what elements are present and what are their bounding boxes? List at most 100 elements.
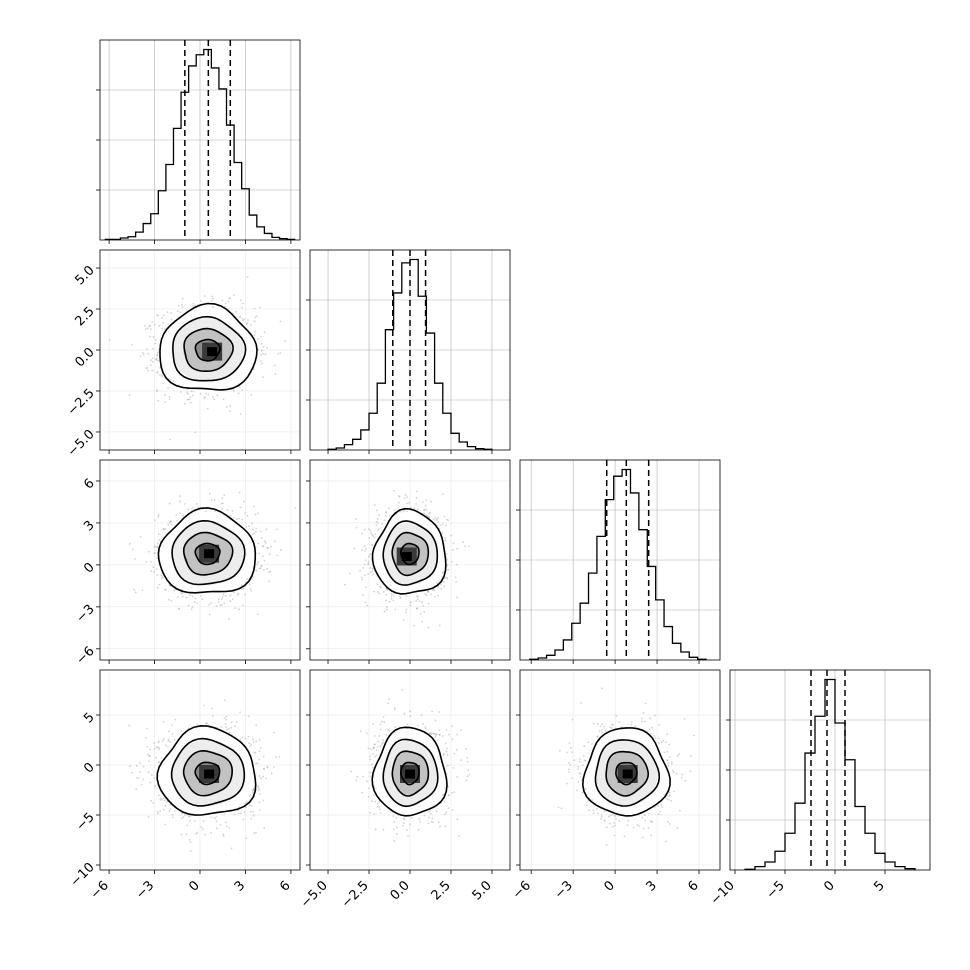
- sample-point: [265, 528, 268, 531]
- sample-point: [244, 512, 247, 514]
- sample-point: [435, 810, 438, 813]
- sample-point: [201, 828, 204, 831]
- sample-point: [657, 813, 660, 816]
- sample-point: [361, 532, 364, 535]
- sample-point: [145, 348, 148, 351]
- sample-point: [241, 317, 243, 320]
- y-tick-label: 0: [81, 760, 97, 776]
- sample-point: [175, 585, 178, 588]
- density-panel-0-1: −5.0 −2.5 0.0 2.5 5.0: [65, 249, 301, 460]
- sample-point: [226, 509, 229, 511]
- sample-point: [423, 512, 426, 515]
- sample-point: [610, 814, 612, 816]
- sample-point: [468, 545, 470, 548]
- sample-point: [184, 503, 186, 505]
- sample-point: [249, 587, 252, 590]
- sample-point: [168, 584, 171, 586]
- sample-point: [577, 781, 580, 783]
- sample-point: [258, 567, 261, 570]
- sample-point: [246, 578, 249, 581]
- sample-point: [257, 613, 259, 616]
- sample-point: [438, 733, 441, 736]
- sample-point: [604, 729, 607, 732]
- y-tick-label: 5: [81, 710, 97, 726]
- sample-point: [160, 577, 163, 579]
- sample-point: [376, 805, 379, 808]
- sample-point: [167, 738, 170, 741]
- sample-point: [146, 753, 149, 756]
- x-tick-label: −5.0: [298, 878, 331, 911]
- sample-point: [605, 826, 608, 829]
- sample-point: [263, 540, 266, 543]
- sample-point: [373, 536, 376, 539]
- sample-point: [456, 733, 459, 736]
- sample-point: [387, 702, 389, 705]
- sample-point: [248, 745, 251, 747]
- sample-point: [264, 541, 267, 544]
- sample-point: [147, 816, 150, 818]
- sample-point: [162, 738, 165, 740]
- sample-point: [213, 398, 216, 401]
- sample-point: [443, 800, 446, 803]
- sample-point: [128, 724, 131, 727]
- x-tick-label: −10: [708, 878, 738, 908]
- sample-point: [678, 809, 681, 812]
- sample-point: [180, 729, 183, 732]
- sample-point: [429, 511, 432, 514]
- sample-point: [210, 601, 213, 604]
- sample-point: [367, 562, 370, 565]
- sample-point: [158, 747, 161, 749]
- sample-point: [268, 571, 270, 574]
- sample-point: [177, 304, 180, 307]
- sample-point: [137, 777, 140, 779]
- sample-point: [396, 826, 398, 829]
- sample-point: [239, 299, 242, 302]
- sample-point: [153, 748, 156, 751]
- sample-point: [149, 325, 152, 327]
- sample-point: [153, 546, 156, 548]
- sample-point: [644, 819, 647, 822]
- sample-point: [167, 739, 170, 742]
- contour-line: [391, 750, 430, 797]
- sample-point: [581, 764, 584, 767]
- sample-point: [571, 751, 573, 754]
- sample-point: [372, 723, 374, 726]
- contour-line: [157, 507, 257, 594]
- sample-point: [451, 548, 454, 551]
- sample-point: [256, 315, 258, 318]
- sample-point: [456, 563, 458, 566]
- sample-point: [212, 395, 214, 398]
- sample-point: [650, 821, 653, 823]
- histogram-plot-area: [310, 250, 510, 450]
- sample-point: [159, 373, 161, 376]
- sample-point: [171, 813, 174, 816]
- sample-point: [393, 840, 395, 842]
- sample-point: [168, 395, 171, 398]
- sample-point: [263, 826, 266, 829]
- sample-point: [272, 766, 275, 768]
- sample-point: [263, 559, 266, 562]
- sample-point: [203, 295, 206, 297]
- sample-point: [453, 752, 456, 755]
- sample-point: [165, 801, 168, 804]
- sample-point: [146, 327, 149, 330]
- sample-point: [274, 373, 277, 376]
- x-tick-label: 0.0: [388, 878, 413, 903]
- sample-point: [354, 518, 357, 520]
- sample-point: [437, 516, 440, 519]
- sample-point: [417, 508, 419, 511]
- sample-point: [227, 727, 230, 730]
- sample-point: [145, 561, 148, 563]
- sample-point: [205, 722, 208, 725]
- sample-point: [367, 795, 370, 798]
- sample-point: [660, 803, 663, 806]
- sample-point: [423, 814, 426, 817]
- sample-point: [225, 825, 228, 828]
- sample-point: [423, 508, 426, 511]
- sample-point: [157, 761, 160, 764]
- sample-point: [219, 604, 222, 607]
- sample-point: [257, 512, 259, 515]
- sample-point: [601, 723, 603, 726]
- sample-point: [405, 829, 408, 831]
- sample-point: [591, 799, 594, 801]
